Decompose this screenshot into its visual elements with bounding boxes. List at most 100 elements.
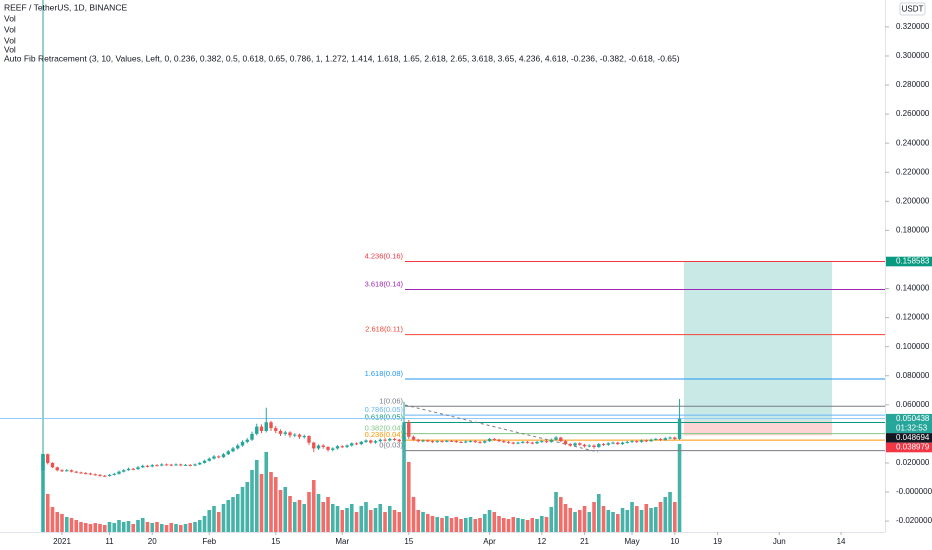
position-target-zone bbox=[684, 261, 832, 422]
volume-bar bbox=[259, 474, 264, 532]
fib-level-label: 0(0.03) bbox=[379, 441, 403, 450]
volume-bar bbox=[449, 518, 454, 532]
candle-body bbox=[255, 426, 259, 434]
candle-body bbox=[373, 441, 378, 443]
indicator-label: Vol bbox=[4, 13, 16, 23]
volume-bar bbox=[387, 506, 392, 532]
volume-bar bbox=[126, 521, 131, 532]
candle-body bbox=[521, 441, 525, 443]
volume-bar bbox=[373, 508, 378, 532]
candle-body bbox=[60, 470, 64, 472]
candle-body bbox=[174, 464, 178, 466]
candle-body bbox=[269, 422, 273, 429]
y-tick-label: 0.080000 bbox=[896, 371, 930, 380]
candle-body bbox=[464, 441, 468, 443]
candle-body bbox=[302, 436, 306, 438]
candle-body bbox=[430, 441, 435, 443]
candle-body bbox=[611, 442, 615, 444]
candle-body bbox=[378, 439, 382, 442]
volume-bar bbox=[307, 492, 311, 532]
volume-bar bbox=[292, 502, 297, 532]
x-tick-label: 15 bbox=[404, 537, 413, 546]
volume-bar bbox=[497, 516, 501, 532]
volume-bar bbox=[93, 523, 98, 532]
drawings-layer: 4.236(0.16) 3.618(0.14) 2.618(0.11) 1.618(0… bbox=[365, 251, 885, 452]
volume-bar bbox=[188, 523, 193, 532]
volume-bar bbox=[69, 518, 74, 532]
volume-bar bbox=[563, 504, 568, 532]
volume-bar bbox=[221, 504, 226, 532]
volume-bar bbox=[601, 506, 606, 532]
entry-price-label-bg bbox=[886, 433, 932, 443]
volume-bar bbox=[117, 520, 121, 532]
candle-body bbox=[421, 440, 425, 442]
candle-body bbox=[658, 438, 663, 440]
volume-bar bbox=[378, 504, 383, 532]
volume-bar bbox=[83, 523, 88, 532]
candle-body bbox=[359, 441, 363, 445]
volume-bar bbox=[454, 517, 459, 532]
candle-body bbox=[392, 438, 397, 440]
candle-body bbox=[449, 440, 454, 442]
candle-body bbox=[388, 438, 392, 441]
x-tick-label: 11 bbox=[105, 537, 114, 546]
candle-body bbox=[369, 440, 373, 443]
candle-body bbox=[468, 441, 473, 443]
candle-body bbox=[217, 456, 221, 458]
y-tick-label: 0.120000 bbox=[896, 313, 930, 322]
volume-bar bbox=[178, 525, 183, 532]
y-tick-label: 0.320000 bbox=[896, 22, 930, 31]
candle-body bbox=[625, 441, 629, 443]
candle-body bbox=[98, 474, 102, 476]
volume-bar bbox=[364, 502, 368, 532]
candle-body bbox=[236, 445, 240, 449]
candle-body bbox=[563, 441, 568, 445]
candle-body bbox=[630, 441, 634, 443]
volume-bar bbox=[539, 516, 544, 532]
x-tick-label: 21 bbox=[580, 537, 589, 546]
candle-body bbox=[141, 465, 145, 468]
x-tick-label: 20 bbox=[148, 537, 157, 546]
candle-body bbox=[245, 439, 249, 442]
last-price-label: 0.050438 bbox=[896, 414, 930, 423]
volume-bar bbox=[212, 506, 216, 532]
y-tick-label: -0.020000 bbox=[896, 516, 932, 525]
volume-bar bbox=[672, 502, 677, 532]
candle-body bbox=[345, 445, 349, 447]
volume-bar bbox=[459, 519, 463, 532]
candle-body bbox=[478, 441, 482, 443]
volume-bar bbox=[164, 525, 169, 532]
x-tick-label: Jun bbox=[773, 537, 786, 546]
y-tick-label: 0.300000 bbox=[896, 51, 930, 60]
volume-bar bbox=[663, 497, 668, 532]
volume-bar bbox=[354, 512, 359, 532]
volume-bar bbox=[207, 510, 212, 532]
target-price-label: 0.158583 bbox=[896, 257, 930, 266]
y-tick-label: 0.100000 bbox=[896, 342, 930, 351]
x-tick-label: Feb bbox=[202, 537, 216, 546]
candle-body bbox=[582, 444, 587, 447]
currency-box[interactable] bbox=[899, 2, 926, 16]
stop-price-label-bg bbox=[886, 442, 932, 453]
x-tick-label: 2021 bbox=[53, 537, 71, 546]
candle-body bbox=[136, 467, 140, 470]
candle-body bbox=[335, 446, 340, 449]
candle-body bbox=[131, 468, 135, 470]
volume-bar bbox=[435, 517, 440, 532]
candle-body bbox=[55, 467, 59, 471]
volume-bar bbox=[511, 517, 516, 532]
countdown-label: 01:32:53 bbox=[896, 423, 928, 432]
volume-bar bbox=[392, 510, 397, 532]
candle-body bbox=[587, 445, 591, 447]
candle-body bbox=[487, 438, 492, 442]
fib-level-label: 3.618(0.14) bbox=[365, 280, 404, 289]
volume-bar bbox=[383, 512, 387, 532]
candle-body bbox=[278, 430, 283, 434]
candle-body bbox=[65, 470, 69, 472]
volume-bar bbox=[492, 512, 497, 532]
volume-bar bbox=[145, 522, 150, 532]
candle-body bbox=[635, 441, 639, 443]
indicator-label: Vol bbox=[4, 35, 16, 45]
volume-bar bbox=[639, 510, 644, 532]
candle-body bbox=[297, 434, 302, 437]
